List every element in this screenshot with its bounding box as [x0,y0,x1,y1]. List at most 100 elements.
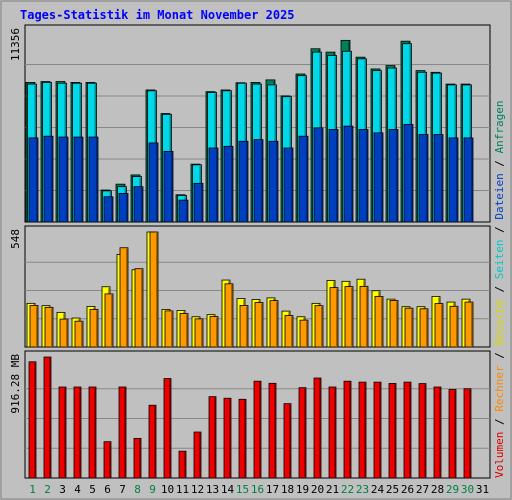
bar-shade [426,135,428,222]
bar-shade [336,288,338,347]
bar-volumen-day-5 [88,386,97,479]
bar-shade [379,383,381,478]
bar-volumen-day-23 [358,381,367,479]
bar-rechner-day-21 [329,287,339,348]
x-tick-label: 19 [296,483,309,496]
bar-rechner-day-4 [74,320,84,348]
bar-shade [231,147,233,222]
bar-dateien-day-13 [208,147,219,223]
bar-rechner-day-24 [374,296,384,348]
legend-separator: / [493,153,506,173]
bar-shade [381,133,383,222]
x-tick-label: 1 [29,483,36,496]
bar-shade [111,197,113,222]
bar-rechner-day-6 [104,293,114,348]
bar-shade [424,384,426,478]
legend-separator: / [493,220,506,240]
bar-volumen-day-22 [343,380,352,479]
bar-dateien-day-23 [358,129,369,223]
x-tick-label: 20 [311,483,324,496]
bar-volumen-day-20 [313,377,322,479]
bar-rechner-day-25 [389,300,399,348]
bar-rechner-day-17 [269,300,279,348]
legend-item-volumen: Volumen [493,432,506,478]
bar-shade [66,138,68,222]
bar-shade [411,125,413,222]
bar-shade [321,306,323,347]
bar-dateien-day-17 [268,140,279,223]
x-tick-label: 25 [386,483,399,496]
x-tick-label: 7 [119,483,126,496]
bar-rechner-day-5 [89,309,99,348]
bar-shade [79,388,81,478]
bar-shade [321,128,323,222]
bar-volumen-day-16 [253,380,262,479]
bar-dateien-day-10 [163,150,174,223]
bar-shade [426,309,428,347]
bar-volumen-day-18 [283,403,292,479]
bar-shade [156,233,158,347]
x-tick-label: 10 [161,483,174,496]
y-max-label: 916.28 MB [9,354,22,414]
bar-shade [36,138,38,222]
bar-rechner-day-26 [404,307,414,348]
x-tick-label: 29 [446,483,459,496]
bar-shade [291,316,293,347]
bar-volumen-day-3 [58,386,67,479]
bar-shade [304,388,306,478]
x-tick-label: 14 [221,483,235,496]
bar-shade [351,127,353,222]
bar-dateien-day-21 [328,129,339,223]
legend-item-seiten: Seiten [493,240,506,280]
bar-rechner-day-12 [194,318,204,348]
bar-dateien-day-22 [343,125,354,223]
bar-shade [156,143,158,222]
bar-rechner-day-13 [209,316,219,348]
x-tick-label: 26 [401,483,414,496]
legend-separator: / [493,279,506,299]
bar-volumen-day-19 [298,387,307,479]
x-tick-label: 13 [206,483,219,496]
bar-volumen-day-6 [103,441,112,479]
bar-shade [184,452,186,478]
bar-shade [81,138,83,222]
bar-volumen-day-11 [178,450,187,479]
bar-shade [441,135,443,222]
bar-rechner-day-11 [179,313,189,348]
bar-shade [171,152,173,222]
y-max-label: 548 [9,229,22,249]
bar-shade [441,304,443,347]
bar-shade [186,314,188,347]
bar-dateien-day-8 [133,186,144,223]
bar-dateien-day-25 [388,129,399,223]
bar-shade [276,142,278,222]
bar-rechner-day-30 [464,301,474,348]
panel-bottom: 916.28 MB [9,350,491,479]
bar-shade [246,142,248,222]
bar-rechner-day-1 [29,305,39,348]
bar-shade [66,320,68,347]
bar-dateien-day-18 [283,147,294,223]
bar-rechner-day-27 [419,308,429,348]
bar-shade [171,311,173,347]
bar-rechner-day-23 [359,285,369,348]
bar-rechner-day-22 [344,286,354,348]
legend-text: Volumen / Rechner / Besuche / Seiten / D… [493,100,506,478]
x-tick-label: 21 [326,483,339,496]
x-tick-label: 5 [89,483,96,496]
bar-dateien-day-7 [118,193,129,223]
bar-volumen-day-28 [433,386,442,479]
bar-shade [291,149,293,222]
bar-volumen-day-21 [328,386,337,479]
right-legend: Volumen / Rechner / Besuche / Seiten / D… [493,100,506,478]
bar-volumen-day-9 [148,404,157,479]
bar-dateien-day-3 [58,136,69,223]
x-tick-label: 3 [59,483,66,496]
x-tick-label: 11 [176,483,189,496]
bar-dateien-day-26 [403,124,414,223]
bar-shade [471,303,473,347]
bar-rechner-day-18 [284,315,294,348]
bar-shade [349,382,351,478]
legend-item-besuche: Besuche [493,299,506,345]
bar-volumen-day-14 [223,397,232,479]
